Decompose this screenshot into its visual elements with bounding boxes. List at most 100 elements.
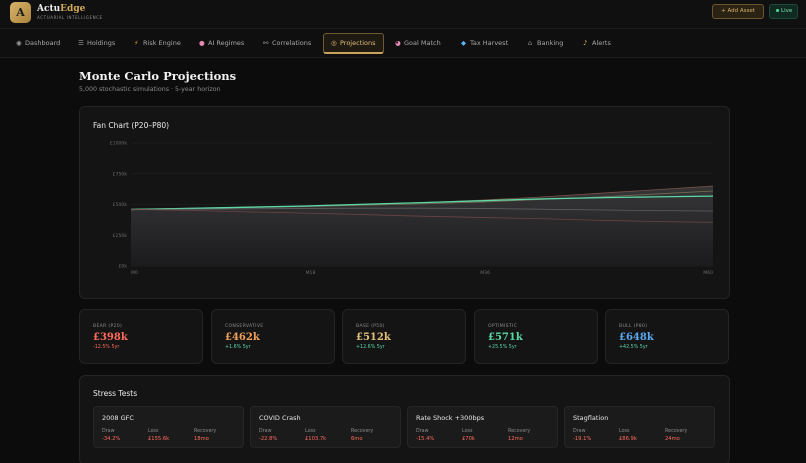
stress-test-stagflation: Stagflation Draw -19.1% Loss £86.9k Recove… (564, 406, 715, 448)
stress-loss: Loss £155.6k (148, 429, 169, 442)
draw-value: -22.8% (259, 436, 278, 442)
page-subtitle: 5,000 stochastic simulations · 5-year ho… (79, 86, 221, 93)
lightning-icon: ⚡ (134, 39, 139, 47)
recovery-label: Recovery (194, 429, 217, 434)
tab-label: Correlations (272, 39, 312, 47)
y-tick-label: £1000k (110, 141, 128, 147)
fan-band-area (131, 186, 713, 266)
tab-label: Projections (340, 39, 376, 47)
tab-alerts[interactable]: ♪ Alerts (583, 33, 611, 54)
series-line-2 (130, 195, 714, 211)
brand-name: ActuEdge (37, 4, 85, 14)
stress-recovery: Recovery 24mo (665, 429, 687, 442)
draw-label: Draw (573, 429, 586, 434)
stress-name: COVID Crash (259, 414, 301, 422)
tab-label: Risk Engine (143, 39, 181, 47)
x-tick-label: M60 (703, 270, 713, 276)
scenario-change: +12.6% 5yr (356, 345, 385, 350)
stress-draw: Draw -22.8% (259, 429, 277, 442)
bank-icon: ⌂ (528, 39, 533, 47)
scenario-value: £462k (225, 332, 260, 343)
tab-label: Tax Harvest (470, 39, 509, 47)
scenario-card-optimistic: OPTIMISTIC £571k +25.5% 5yr (474, 309, 598, 364)
stress-loss: Loss £86.9k (619, 429, 637, 442)
draw-value: -34.2% (102, 436, 121, 442)
y-tick-label: £750k (113, 171, 128, 177)
chart-title: Fan Chart (P20–P80) (93, 121, 170, 130)
x-tick-label: M0 (131, 270, 138, 276)
stress-draw: Draw -19.1% (573, 429, 591, 442)
stress-name: Stagflation (573, 414, 609, 422)
fan-chart-card: Fan Chart (P20–P80) £0k £250k £500k £750k £1… (79, 106, 730, 299)
draw-label: Draw (102, 429, 115, 434)
diamond-icon: ◆ (461, 39, 466, 47)
stress-recovery: Recovery 6mo (351, 429, 373, 442)
draw-label: Draw (259, 429, 272, 434)
stress-name: 2008 GFC (102, 414, 134, 422)
loss-label: Loss (462, 429, 473, 434)
y-tick-label: £0k (118, 264, 127, 270)
loss-label: Loss (619, 429, 630, 434)
tab-dashboard[interactable]: ◉ Dashboard (16, 33, 60, 54)
recovery-label: Recovery (665, 429, 688, 434)
tab-label: Goal Match (404, 39, 441, 47)
add-asset-button[interactable]: + Add Asset (712, 4, 764, 19)
loss-value: £70k (462, 436, 475, 442)
scenario-card-conservative: CONSERVATIVE £462k +1.6% 5yr (211, 309, 335, 364)
live-button[interactable]: Live (769, 4, 798, 19)
series-line-3 (130, 207, 714, 212)
tab-label: Banking (537, 39, 564, 47)
y-tick-label: £250k (113, 233, 128, 239)
scenario-card-base: BASE (P50) £512k +12.6% 5yr (342, 309, 466, 364)
scenario-card-bull: BULL (P80) £648k +42.5% 5yr (605, 309, 729, 364)
y-tick-label: £500k (113, 202, 128, 208)
stress-recovery: Recovery 18mo (194, 429, 216, 442)
recovery-label: Recovery (351, 429, 374, 434)
tab-projections[interactable]: ◎ Projections (323, 33, 384, 54)
bell-icon: ♪ (583, 39, 588, 47)
tab-label: Alerts (592, 39, 611, 47)
scenario-label: BULL (P80) (619, 324, 648, 329)
loss-label: Loss (148, 429, 159, 434)
tab-holdings[interactable]: ☰ Holdings (78, 33, 115, 54)
tab-risk-engine[interactable]: ⚡ Risk Engine (134, 33, 181, 54)
stress-name: Rate Shock +300bps (416, 414, 485, 422)
stress-draw: Draw -34.2% (102, 429, 120, 442)
draw-value: -15.4% (416, 436, 435, 442)
stress-tests-card: Stress Tests 2008 GFC Draw -34.2% Loss £15… (79, 375, 730, 463)
dashboard-icon: ◉ (16, 39, 22, 47)
scenario-change: +1.6% 5yr (225, 345, 251, 350)
draw-label: Draw (416, 429, 429, 434)
stress-loss: Loss £103.7k (305, 429, 326, 442)
tab-correlations[interactable]: ⚯ Correlations (263, 33, 311, 54)
scenario-label: BEAR (P20) (93, 324, 123, 329)
tab-banking[interactable]: ⌂ Banking (528, 33, 563, 54)
tab-label: Dashboard (25, 39, 61, 47)
fan-chart: £0k £250k £500k £750k £1000k M0 M18 M36 M60 (110, 141, 714, 277)
page-title: Monte Carlo Projections (79, 69, 237, 83)
loss-value: £86.9k (619, 436, 637, 442)
projections-icon: ◎ (331, 39, 337, 47)
stress-recovery: Recovery 12mo (508, 429, 530, 442)
stress-loss: Loss £70k (462, 429, 475, 442)
logo-icon: A (10, 2, 31, 23)
main-nav: ◉ Dashboard ☰ Holdings ⚡ Risk Engine ● AI Re… (0, 29, 806, 58)
brand-name-accent: Edge (60, 4, 86, 14)
series-line-4 (130, 209, 714, 223)
tab-tax-harvest[interactable]: ◆ Tax Harvest (461, 33, 508, 54)
recovery-value: 6mo (351, 436, 363, 442)
recovery-value: 18mo (194, 436, 209, 442)
tab-goal-match[interactable]: ◕ Goal Match (395, 33, 441, 54)
scenario-label: BASE (P50) (356, 324, 385, 329)
holdings-icon: ☰ (78, 39, 84, 47)
live-label: Live (781, 8, 793, 14)
scenario-card-bear: BEAR (P20) £398k -12.5% 5yr (79, 309, 203, 364)
scenario-change: +25.5% 5yr (488, 345, 517, 350)
stress-test-covid: COVID Crash Draw -22.8% Loss £103.7k Recov… (250, 406, 401, 448)
recovery-value: 12mo (508, 436, 523, 442)
tab-ai-regimes[interactable]: ● AI Regimes (199, 33, 244, 54)
target-icon: ◕ (395, 39, 401, 47)
stress-draw: Draw -15.4% (416, 429, 434, 442)
stress-test-gfc: 2008 GFC Draw -34.2% Loss £155.6k Recovery… (93, 406, 244, 448)
brand-name-main: Actu (37, 4, 61, 14)
